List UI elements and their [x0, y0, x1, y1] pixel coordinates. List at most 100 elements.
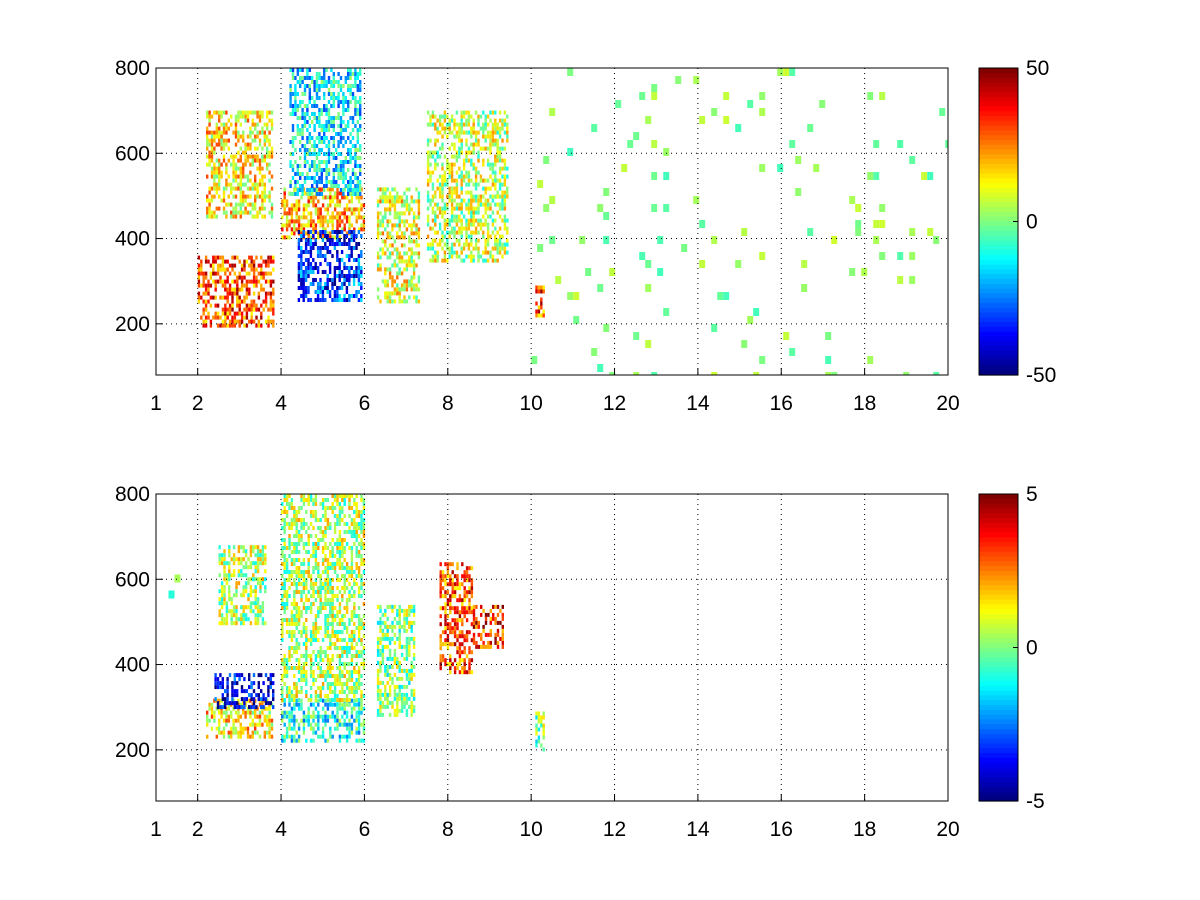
heatmap-cell	[297, 578, 301, 582]
heatmap-cell	[225, 621, 229, 626]
heatmap-cell	[355, 574, 358, 578]
heatmap-cell	[384, 215, 387, 220]
heatmap-cell	[759, 252, 766, 260]
heatmap-cell	[314, 698, 318, 702]
heatmap-cell	[486, 186, 490, 191]
heatmap-cell	[305, 638, 308, 642]
heatmap-cell	[415, 231, 418, 236]
heatmap-cell	[302, 710, 306, 715]
heatmap-cell	[297, 286, 301, 290]
heatmap-cell	[242, 593, 245, 598]
heatmap-cell	[325, 124, 328, 128]
heatmap-cell	[219, 295, 222, 300]
heatmap-cell	[321, 730, 325, 735]
heatmap-cell	[312, 626, 315, 630]
heatmap-cell	[297, 266, 301, 270]
heatmap-cell	[242, 182, 245, 187]
heatmap-cell	[477, 230, 480, 235]
heatmap-cell	[357, 262, 361, 266]
heatmap-cell	[296, 72, 299, 76]
heatmap-cell	[290, 610, 294, 614]
heatmap-cell	[223, 557, 226, 562]
heatmap-cell	[213, 214, 216, 219]
heatmap-cell	[295, 694, 298, 698]
heatmap-cell	[297, 298, 301, 302]
heatmap-cell	[343, 514, 346, 518]
heatmap-cell	[240, 319, 244, 324]
heatmap-cell	[314, 706, 318, 711]
heatmap-cell	[222, 138, 226, 143]
heatmap-cell	[357, 710, 361, 715]
heatmap-cell	[446, 134, 449, 139]
heatmap-cell	[506, 114, 509, 119]
heatmap-cell	[344, 176, 347, 180]
heatmap-cell	[332, 184, 335, 188]
heatmap-cell	[360, 706, 363, 711]
heatmap-cell	[263, 154, 266, 159]
heatmap-cell	[393, 223, 397, 228]
heatmap-cell	[281, 602, 284, 606]
heatmap-cell	[307, 211, 310, 216]
heatmap-cell	[506, 134, 509, 139]
heatmap-cell	[237, 174, 240, 179]
heatmap-cell	[294, 192, 297, 196]
heatmap-cell	[242, 138, 245, 143]
heatmap-cell	[338, 734, 342, 739]
heatmap-cell	[398, 612, 401, 617]
heatmap-cell	[249, 577, 253, 582]
heatmap-cell	[357, 614, 361, 618]
heatmap-cell	[477, 158, 480, 163]
heatmap-cell	[256, 134, 259, 139]
heatmap-cell	[349, 100, 352, 104]
heatmap-cell	[246, 734, 250, 739]
heatmap-cell	[496, 158, 499, 163]
heatmap-cell	[228, 311, 232, 316]
heatmap-cell	[537, 309, 541, 314]
heatmap-cell	[242, 110, 245, 115]
heatmap-cell	[270, 214, 274, 219]
heatmap-cell	[494, 130, 497, 135]
heatmap-cell	[208, 110, 211, 115]
heatmap-cell	[462, 110, 466, 115]
heatmap-cell	[455, 238, 459, 243]
heatmap-cell	[234, 134, 238, 139]
heatmap-cell	[242, 130, 245, 135]
heatmap-cell	[246, 186, 250, 191]
heatmap-cell	[360, 286, 363, 290]
heatmap-cell	[293, 231, 296, 236]
heatmap-cell	[252, 275, 256, 280]
heatmap-cell	[269, 673, 272, 678]
heatmap-cell	[339, 160, 343, 164]
heatmap-cell	[472, 146, 475, 151]
heatmap-cell	[391, 275, 394, 280]
heatmap-cell	[777, 68, 784, 76]
heatmap-cell	[434, 222, 437, 227]
heatmap-cell	[283, 594, 286, 598]
heatmap-cell	[281, 694, 284, 698]
heatmap-cell	[359, 96, 362, 100]
heatmap-cell	[252, 561, 255, 566]
heatmap-cell	[318, 84, 321, 88]
x-tick-label: 18	[853, 392, 876, 415]
heatmap-cell	[384, 211, 387, 216]
heatmap-cell	[313, 128, 316, 132]
heatmap-cell	[313, 80, 316, 84]
heatmap-cell	[237, 557, 241, 562]
heatmap-cell	[350, 294, 353, 298]
heatmap-cell	[465, 190, 468, 195]
heatmap-cell	[263, 138, 266, 143]
heatmap-cell	[230, 621, 233, 626]
heatmap-cell	[355, 215, 358, 220]
heatmap-cell	[339, 124, 343, 128]
heatmap-cell	[356, 148, 359, 152]
heatmap-cell	[398, 195, 401, 200]
heatmap-cell	[329, 562, 332, 566]
heatmap-cell	[300, 215, 303, 220]
heatmap-cell	[491, 170, 495, 175]
heatmap-cell	[393, 247, 397, 252]
heatmap-cell	[308, 84, 311, 88]
heatmap-cell	[353, 542, 356, 546]
heatmap-cell	[242, 134, 245, 139]
heatmap-cell	[376, 648, 380, 653]
heatmap-cell	[398, 668, 401, 673]
